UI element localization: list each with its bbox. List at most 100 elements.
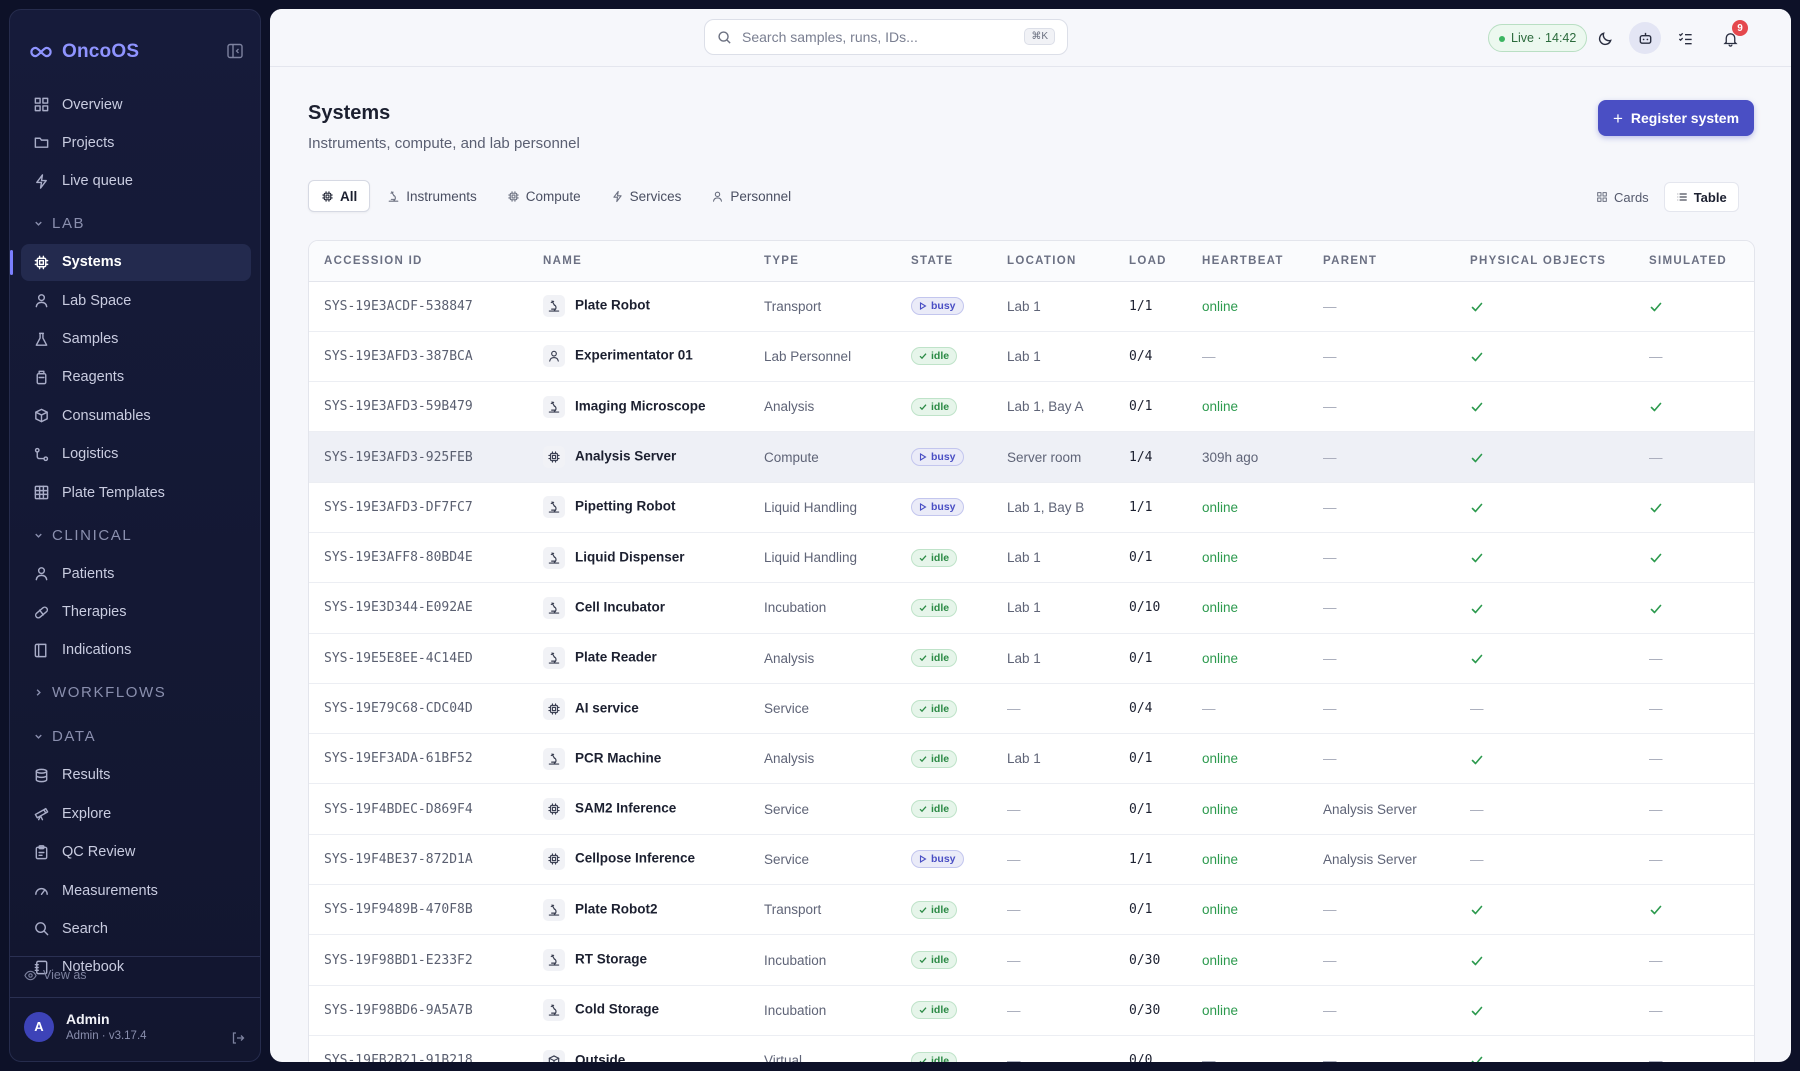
- table-row[interactable]: SYS-19E3AFD3-387BCA Experimentator 01 La…: [309, 331, 1754, 382]
- assistant-button[interactable]: [1629, 22, 1661, 54]
- tasks-button[interactable]: [1673, 26, 1697, 50]
- sidebar-item-qc-review[interactable]: QC Review: [21, 834, 251, 871]
- sidebar-section-data[interactable]: DATA: [21, 717, 251, 757]
- table-row[interactable]: SYS-19E79C68-CDC04D AI service Service i…: [309, 683, 1754, 734]
- name-cell[interactable]: SAM2 Inference: [528, 784, 749, 834]
- notifications-button[interactable]: 9: [1718, 20, 1748, 50]
- accession-id-cell[interactable]: SYS-19E3AFD3-387BCA: [324, 348, 473, 364]
- collapse-sidebar-icon[interactable]: [226, 42, 244, 60]
- sidebar-section-clinical[interactable]: CLINICAL: [21, 515, 251, 555]
- logout-icon[interactable]: [230, 1030, 246, 1046]
- accession-id-cell[interactable]: SYS-19E3AFD3-DF7FC7: [324, 499, 473, 515]
- name-cell[interactable]: AI service: [528, 683, 749, 733]
- name-cell[interactable]: Outside: [528, 1035, 749, 1062]
- sidebar-item-results[interactable]: Results: [21, 757, 251, 794]
- sidebar-item-patients[interactable]: Patients: [21, 555, 251, 592]
- table-row[interactable]: SYS-19F98BD6-9A5A7B Cold Storage Incubat…: [309, 985, 1754, 1036]
- accession-id-cell[interactable]: SYS-19E3D344-E092AE: [324, 600, 473, 616]
- name-cell[interactable]: Plate Robot: [528, 281, 749, 331]
- sidebar-section-lab[interactable]: LAB: [21, 204, 251, 244]
- accession-id-cell[interactable]: SYS-19E3AFD3-925FEB: [324, 449, 473, 465]
- sidebar-item-consumables[interactable]: Consumables: [21, 397, 251, 434]
- name-cell[interactable]: Plate Robot2: [528, 885, 749, 935]
- table-row[interactable]: SYS-19F4BDEC-D869F4 SAM2 Inference Servi…: [309, 784, 1754, 835]
- accession-id-cell[interactable]: SYS-19E79C68-CDC04D: [324, 701, 473, 717]
- column-header-location[interactable]: LOCATION: [992, 241, 1114, 282]
- view-toggle-cards[interactable]: Cards: [1585, 182, 1660, 212]
- accession-id-cell[interactable]: SYS-19F98BD1-E233F2: [324, 952, 473, 968]
- column-header-state[interactable]: STATE: [896, 241, 992, 282]
- search-input[interactable]: [742, 29, 1022, 45]
- table-row[interactable]: SYS-19E3ACDF-538847 Plate Robot Transpor…: [309, 281, 1754, 332]
- sidebar-item-therapies[interactable]: Therapies: [21, 594, 251, 631]
- name-cell[interactable]: PCR Machine: [528, 734, 749, 784]
- name-cell[interactable]: RT Storage: [528, 935, 749, 985]
- name-cell[interactable]: Plate Reader: [528, 633, 749, 683]
- accession-id-cell[interactable]: SYS-19EF3ADA-61BF52: [324, 751, 473, 767]
- accession-id-cell[interactable]: SYS-19E3AFD3-59B479: [324, 399, 473, 415]
- table-row[interactable]: SYS-19E3AFF8-80BD4E Liquid Dispenser Liq…: [309, 532, 1754, 583]
- table-row[interactable]: SYS-19EF3ADA-61BF52 PCR Machine Analysis…: [309, 734, 1754, 784]
- sidebar-section-workflows[interactable]: WORKFLOWS: [21, 673, 251, 713]
- name-cell[interactable]: Experimentator 01: [528, 331, 749, 381]
- filter-tab-services[interactable]: Services: [598, 180, 695, 212]
- view-toggle-table[interactable]: Table: [1663, 182, 1739, 212]
- sidebar-item-reagents[interactable]: Reagents: [21, 359, 251, 396]
- column-header-heartbeat[interactable]: HEARTBEAT: [1187, 241, 1308, 282]
- name-cell[interactable]: Pipetting Robot: [528, 482, 749, 532]
- sidebar-item-live-queue[interactable]: Live queue: [21, 163, 251, 200]
- column-header-parent[interactable]: PARENT: [1308, 241, 1455, 282]
- filter-tab-instruments[interactable]: Instruments: [374, 180, 490, 212]
- brand[interactable]: OncoOS: [30, 30, 139, 74]
- search-bar[interactable]: ⌘K: [704, 19, 1068, 55]
- sidebar-item-notebook[interactable]: Notebook: [21, 949, 251, 986]
- user-profile[interactable]: A Admin Admin · v3.17.4: [24, 1011, 147, 1042]
- view-as-button[interactable]: View as: [24, 968, 87, 982]
- name-cell[interactable]: Cell Incubator: [528, 583, 749, 633]
- accession-id-cell[interactable]: SYS-19E5E8EE-4C14ED: [324, 650, 473, 666]
- name-cell[interactable]: Cold Storage: [528, 985, 749, 1035]
- accession-id-cell[interactable]: SYS-19F98BD6-9A5A7B: [324, 1002, 473, 1018]
- accession-id-cell[interactable]: SYS-19E3ACDF-538847: [324, 298, 473, 314]
- register-system-button[interactable]: + Register system: [1598, 100, 1754, 136]
- column-header-simulated[interactable]: SIMULATED: [1634, 241, 1754, 282]
- column-header-physical-objects[interactable]: PHYSICAL OBJECTS: [1455, 241, 1634, 282]
- theme-toggle-button[interactable]: [1593, 26, 1617, 50]
- name-cell[interactable]: Cellpose Inference: [528, 834, 749, 884]
- column-header-type[interactable]: TYPE: [749, 241, 896, 282]
- sidebar-item-lab-space[interactable]: Lab Space: [21, 282, 251, 319]
- sidebar-item-overview[interactable]: Overview: [21, 86, 251, 123]
- sidebar-item-samples[interactable]: Samples: [21, 321, 251, 358]
- table-row[interactable]: SYS-19F9489B-470F8B Plate Robot2 Transpo…: [309, 885, 1754, 935]
- sidebar-item-projects[interactable]: Projects: [21, 124, 251, 161]
- live-status-badge[interactable]: Live · 14:42: [1488, 24, 1588, 52]
- name-cell[interactable]: Analysis Server: [528, 432, 749, 482]
- table-row[interactable]: SYS-19E3AFD3-59B479 Imaging Microscope A…: [309, 382, 1754, 432]
- table-row[interactable]: SYS-19E3AFD3-DF7FC7 Pipetting Robot Liqu…: [309, 482, 1754, 533]
- accession-id-cell[interactable]: SYS-19F9489B-470F8B: [324, 902, 473, 918]
- sidebar-item-plate-templates[interactable]: Plate Templates: [21, 474, 251, 511]
- table-row[interactable]: SYS-19F98BD1-E233F2 RT Storage Incubatio…: [309, 935, 1754, 986]
- sidebar-item-systems[interactable]: Systems: [10, 243, 251, 281]
- table-row[interactable]: SYS-19E3D344-E092AE Cell Incubator Incub…: [309, 583, 1754, 634]
- column-header-load[interactable]: LOAD: [1114, 241, 1187, 282]
- filter-tab-compute[interactable]: Compute: [494, 180, 594, 212]
- table-row[interactable]: SYS-19F4BE37-872D1A Cellpose Inference S…: [309, 834, 1754, 885]
- table-row[interactable]: SYS-19FB2B21-91B218 Outside Virtual idle…: [309, 1035, 1754, 1062]
- sidebar-item-indications[interactable]: Indications: [21, 632, 251, 669]
- sidebar-item-search[interactable]: Search: [21, 910, 251, 947]
- table-row[interactable]: SYS-19E3AFD3-925FEB Analysis Server Comp…: [309, 431, 1754, 483]
- table-row[interactable]: SYS-19E5E8EE-4C14ED Plate Reader Analysi…: [309, 633, 1754, 684]
- column-header-accession-id[interactable]: ACCESSION ID: [309, 241, 528, 282]
- sidebar-item-explore[interactable]: Explore: [21, 795, 251, 832]
- column-header-name[interactable]: NAME: [528, 241, 749, 282]
- sidebar-item-logistics[interactable]: Logistics: [21, 436, 251, 473]
- sidebar-item-measurements[interactable]: Measurements: [21, 872, 251, 909]
- accession-id-cell[interactable]: SYS-19F4BDEC-D869F4: [324, 801, 473, 817]
- accession-id-cell[interactable]: SYS-19FB2B21-91B218: [324, 1053, 473, 1062]
- accession-id-cell[interactable]: SYS-19F4BE37-872D1A: [324, 851, 473, 867]
- name-cell[interactable]: Imaging Microscope: [528, 382, 749, 432]
- name-cell[interactable]: Liquid Dispenser: [528, 532, 749, 582]
- filter-tab-personnel[interactable]: Personnel: [698, 180, 804, 212]
- filter-tab-all[interactable]: All: [308, 180, 371, 212]
